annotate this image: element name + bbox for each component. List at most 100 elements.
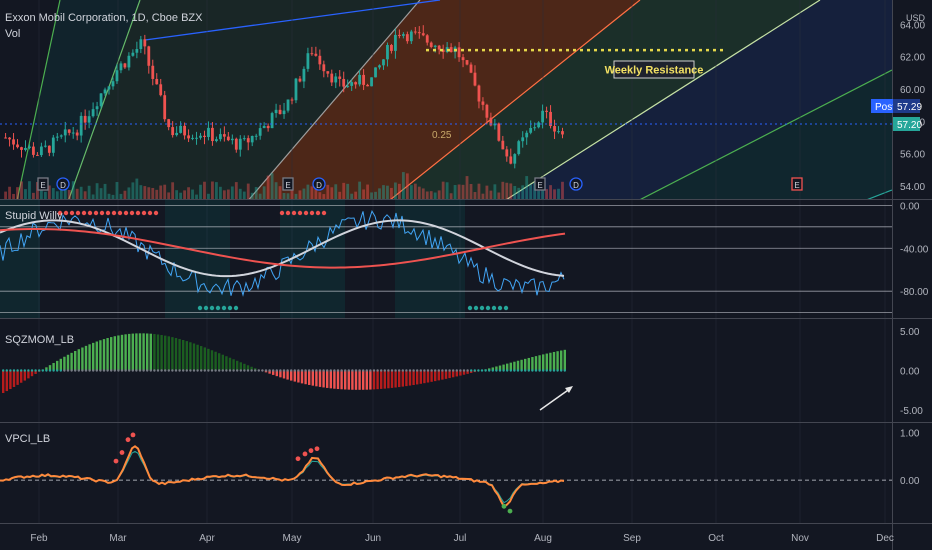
sqz-dot	[318, 369, 322, 372]
candle-body	[175, 132, 179, 136]
symbol-title[interactable]: Exxon Mobil Corporation, 1D, Cboe BZX	[5, 12, 203, 24]
sqz-dot	[459, 369, 462, 372]
sqz-tick: -5.00	[900, 406, 923, 417]
volume-bar	[397, 183, 401, 199]
candle-body	[143, 39, 147, 47]
stupid-willy-label[interactable]: Stupid Willy	[5, 210, 63, 222]
volume-bar	[55, 191, 59, 199]
volume-bar	[338, 191, 342, 199]
sqz-bar	[534, 356, 538, 371]
volume-bar	[207, 193, 210, 199]
vpci-label[interactable]: VPCI_LB	[5, 433, 50, 445]
candle-body	[242, 138, 246, 140]
sqz-bar	[225, 356, 228, 371]
sqz-bar	[390, 370, 394, 388]
sqz-bar	[146, 333, 149, 371]
candle-body	[215, 139, 218, 142]
sqz-dot	[498, 369, 502, 372]
vpci-tick: 1.00	[900, 429, 920, 440]
sqz-dot	[41, 369, 44, 372]
sqz-bar	[552, 351, 556, 371]
sqz-dot	[279, 369, 282, 372]
stupid-willy-pane	[0, 200, 892, 318]
sqz-dot	[408, 369, 412, 372]
candle-body	[155, 78, 159, 85]
candle-body	[561, 131, 564, 135]
sqz-bar	[437, 370, 440, 381]
candle-body	[378, 65, 381, 68]
volume-bar	[215, 182, 218, 199]
vpci-signal-line	[0, 450, 565, 504]
vpci-peak-dot	[308, 448, 314, 454]
sqz-dot	[268, 369, 271, 372]
weekly-resistance-label[interactable]: Weekly Resistance	[605, 60, 704, 79]
sw-oversold-dot	[473, 305, 479, 311]
volume-label[interactable]: Vol	[5, 28, 20, 40]
sw-overbought-dot	[303, 210, 309, 216]
sqz-bar	[160, 335, 163, 371]
candle-body	[207, 127, 210, 137]
candle-body	[397, 34, 401, 36]
volume-bar	[501, 181, 505, 199]
grid	[38, 0, 886, 523]
sqz-bar	[423, 370, 426, 384]
sqz-bar	[333, 370, 336, 389]
candle-body	[147, 46, 151, 66]
sqz-dot	[250, 369, 253, 372]
volume-bar	[390, 187, 393, 199]
candle-body	[306, 53, 310, 69]
sqz-dot	[477, 369, 480, 372]
volume-bar	[155, 189, 159, 199]
price-axis[interactable]: 64.0062.0060.0058.0056.0054.000.00-40.00…	[900, 20, 929, 487]
volume-bar	[258, 193, 262, 199]
sqz-bar	[102, 339, 106, 371]
candle-body	[382, 59, 385, 66]
time-axis[interactable]: Feb Mar Apr May Jun Jul Aug Sep Oct Nov Dec	[30, 533, 894, 544]
month-tick: Feb	[30, 533, 48, 544]
candle-body	[390, 44, 393, 51]
vpci-pane	[0, 432, 892, 514]
sqz-dot	[156, 369, 160, 372]
volume-bar	[358, 181, 362, 199]
volume-bar	[549, 185, 552, 199]
sqzmom-label[interactable]: SQZMOM_LB	[5, 334, 74, 346]
candle-body	[163, 95, 167, 120]
candle-body	[159, 84, 163, 96]
candle-body	[222, 134, 226, 137]
candle-body	[195, 137, 198, 139]
sw-zone	[0, 200, 40, 318]
sqz-dot	[452, 369, 455, 372]
sqz-dot	[66, 369, 70, 372]
sqz-dot	[214, 369, 217, 372]
sqzmom-pane	[2, 333, 566, 394]
currency-label: USD	[906, 13, 926, 23]
sqz-bar	[459, 370, 462, 376]
sqz-bar	[77, 349, 80, 371]
candle-body	[326, 71, 330, 74]
sqz-dot	[516, 369, 520, 372]
candle-body	[246, 138, 250, 143]
candle-body	[350, 82, 354, 86]
sw-overbought-dot	[297, 210, 303, 216]
volume-bar	[290, 187, 294, 199]
sqz-dot	[462, 369, 466, 372]
candle-body	[409, 31, 413, 42]
candle-body	[274, 109, 278, 114]
vpci-peak-dot	[295, 456, 301, 462]
candle-body	[278, 109, 282, 115]
candle-body	[346, 85, 350, 87]
sqz-bar	[153, 334, 156, 371]
candle-body	[262, 125, 266, 129]
candle-body	[489, 117, 493, 126]
sqz-bar	[455, 370, 458, 377]
event-marker: D	[56, 177, 70, 191]
fan-band	[391, 0, 820, 199]
sw-oversold-dot	[203, 305, 209, 311]
volume-bar	[226, 189, 230, 199]
candle-body	[119, 63, 123, 71]
candle-body	[433, 45, 437, 47]
sqz-bar	[372, 370, 376, 390]
